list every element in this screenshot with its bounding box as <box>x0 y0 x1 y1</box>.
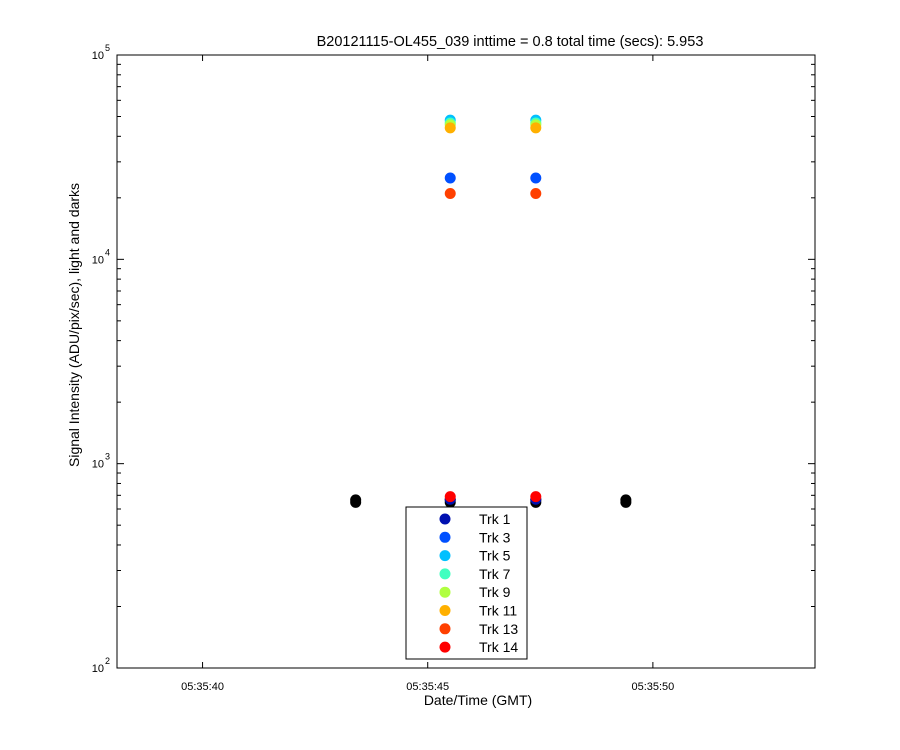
y-tick-label-exponent: 3 <box>105 452 110 462</box>
legend-label: Trk 14 <box>479 639 518 655</box>
legend-label: Trk 13 <box>479 621 518 637</box>
dark-point <box>620 496 632 508</box>
x-tick-label: 05:35:40 <box>181 681 224 693</box>
legend-label: Trk 9 <box>479 584 511 600</box>
series-point-trk-7 <box>530 187 542 199</box>
legend-marker <box>439 586 451 598</box>
chart-title: B20121115-OL455_039 inttime = 0.8 total … <box>317 34 704 50</box>
legend: Trk 1 Trk 3 Trk 5 Trk 7 Trk 9 Trk 11 Trk 13 Trk… <box>405 506 528 660</box>
y-tick-label-base: 10 <box>92 50 104 62</box>
legend-label: Trk 11 <box>479 603 517 619</box>
x-tick-label: 05:35:45 <box>406 681 449 693</box>
series-point-trk-2 <box>530 172 542 184</box>
y-tick-label-exponent: 2 <box>105 656 110 666</box>
legend-items: Trk 1 Trk 3 Trk 5 Trk 7 Trk 9 Trk 11 Trk 13 Trk… <box>439 511 518 655</box>
legend-label: Trk 1 <box>479 511 511 527</box>
legend-label: Trk 7 <box>479 566 511 582</box>
y-tick-label-base: 10 <box>92 459 104 471</box>
x-axis-label: Date/Time (GMT) <box>424 692 532 708</box>
legend-label: Trk 3 <box>479 529 511 545</box>
series-point-trk-7 <box>444 187 456 199</box>
legend-marker <box>439 605 451 616</box>
legend-marker <box>439 513 451 525</box>
legend-marker <box>439 623 451 635</box>
legend-marker <box>439 641 451 653</box>
y-tick-label-base: 10 <box>92 663 104 675</box>
ticks-layer <box>117 54 815 669</box>
series-point-trk-8 <box>530 491 542 503</box>
y-tick-label-exponent: 5 <box>105 43 110 53</box>
y-axis-label: Signal Intensity (ADU/pix/sec), light an… <box>66 183 82 467</box>
x-tick-label: 05:35:50 <box>631 681 674 693</box>
legend-label: Trk 5 <box>479 548 511 564</box>
series-point-trk-6 <box>530 122 542 134</box>
y-tick-label-exponent: 4 <box>105 247 110 257</box>
series-point-trk-8 <box>444 491 456 503</box>
legend-marker <box>439 531 451 543</box>
legend-marker <box>439 550 451 562</box>
series-point-trk-6 <box>444 122 456 134</box>
series-point-trk-2 <box>444 172 456 184</box>
dark-point <box>350 496 362 508</box>
y-tick-label-base: 10 <box>92 254 104 266</box>
points-layer <box>350 114 632 508</box>
legend-box <box>405 506 528 660</box>
legend-marker <box>439 568 451 580</box>
plot-frame <box>116 54 816 669</box>
